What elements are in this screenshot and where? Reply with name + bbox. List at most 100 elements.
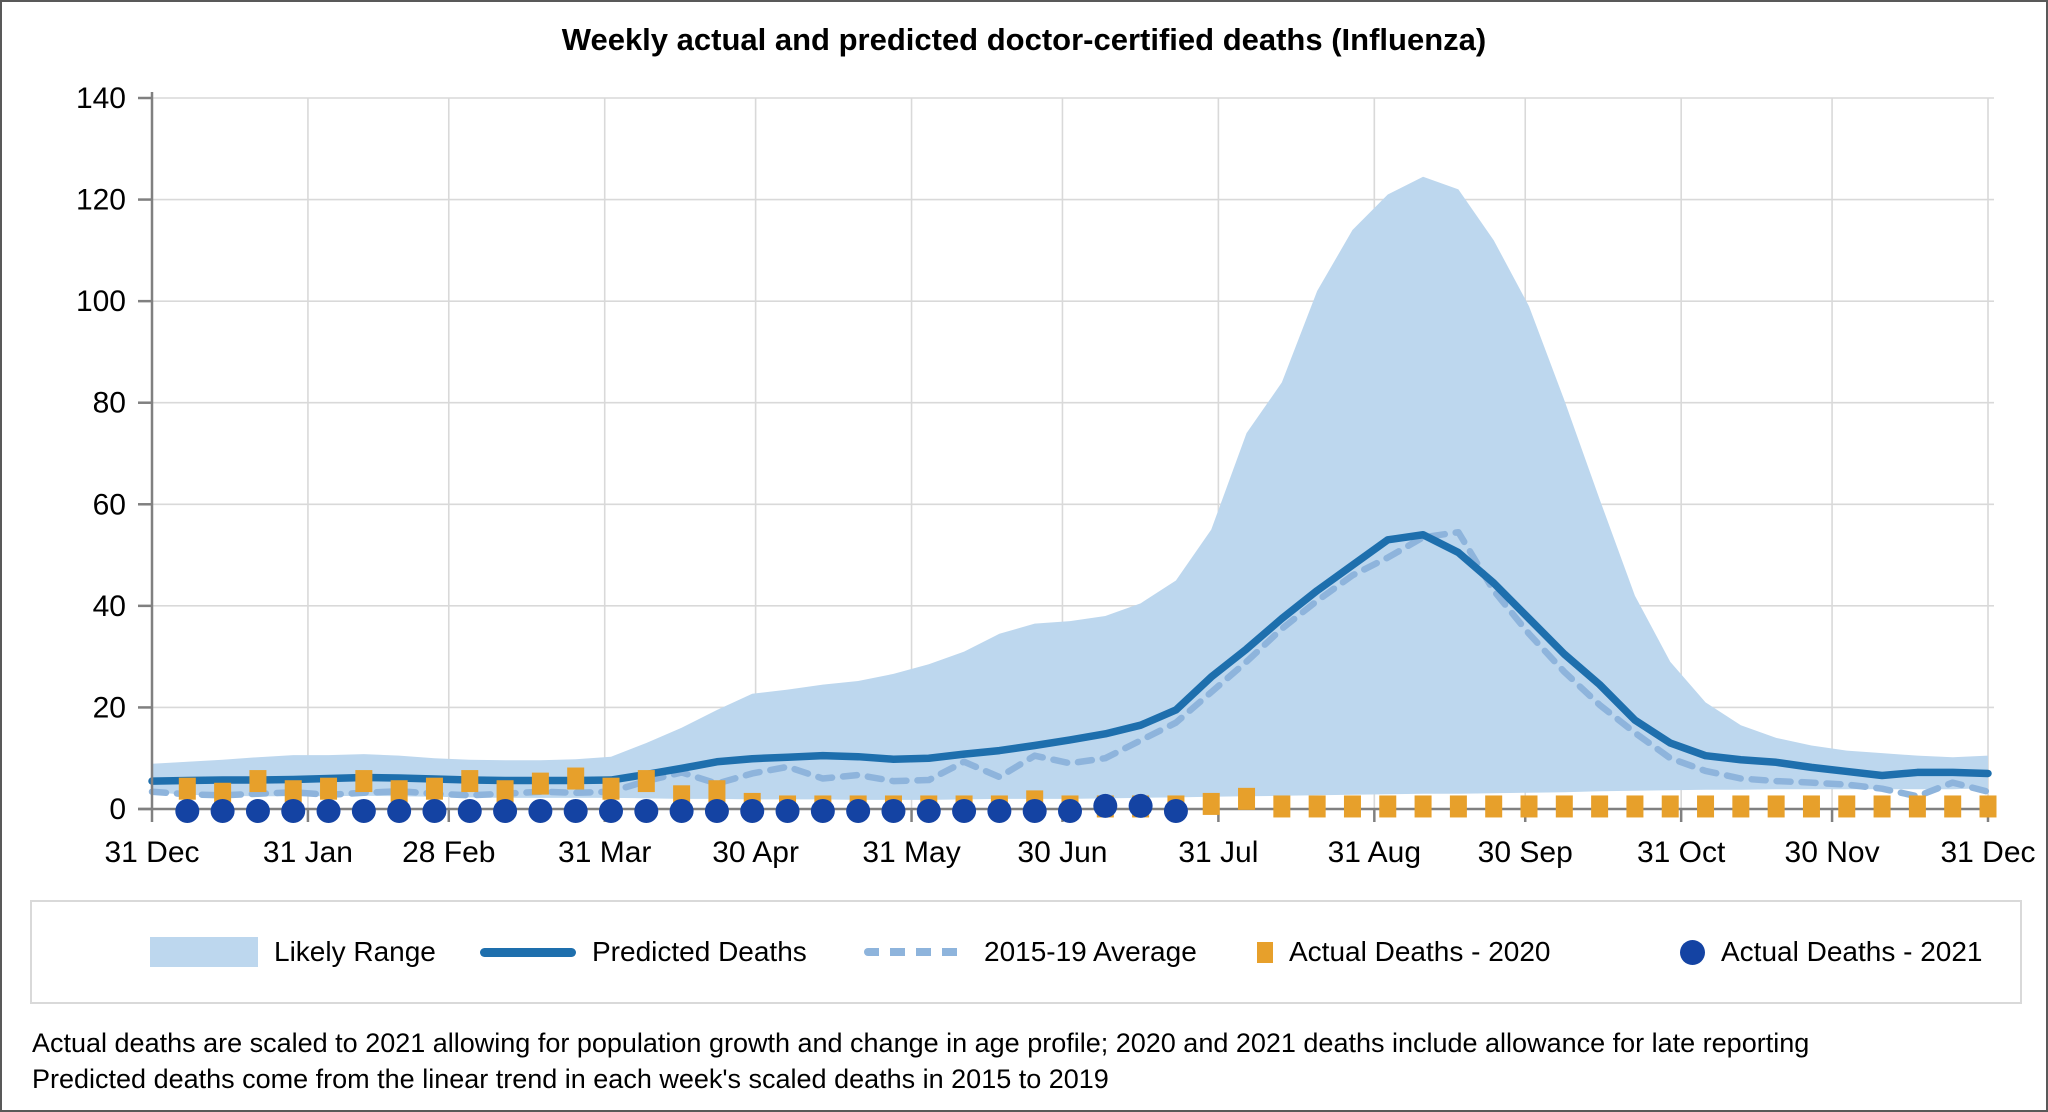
chart-title: Weekly actual and predicted doctor-certi…: [561, 22, 1487, 57]
actual-2020-point: [1626, 795, 1644, 818]
actual-2020-point: [531, 772, 549, 795]
actual-2020-point: [1238, 787, 1256, 810]
actual-2020-point: [567, 767, 585, 790]
actual-2020-point: [1379, 795, 1397, 818]
actual-2020-point: [1802, 795, 1820, 818]
actual-2021-point: [387, 799, 412, 823]
predicted-line-swatch-icon: [480, 947, 576, 957]
y-tick-label: 100: [76, 285, 126, 318]
actual-2021-point: [952, 799, 977, 823]
actual-2020-point: [1555, 795, 1573, 818]
actual-2021-point: [704, 799, 729, 823]
y-axis-labels: 0 20 40 60 80 100 120 140: [76, 82, 126, 826]
actual-2020-point: [249, 770, 267, 793]
actual-2020-point: [1697, 795, 1715, 818]
actual-2021-point: [846, 799, 871, 823]
x-axis-labels: 31 Dec 31 Jan 28 Feb 31 Mar 30 Apr 31 May 30 J…: [104, 836, 2035, 869]
x-tick-label: 31 Aug: [1328, 836, 1421, 869]
average-2015-19-line: [148, 528, 1992, 800]
actual-2021-point: [528, 799, 553, 823]
actual-2020-point: [1273, 795, 1291, 818]
actual-2021-point: [987, 799, 1012, 823]
legend-label: Likely Range: [274, 936, 436, 967]
actual-2020-point: [1873, 795, 1891, 818]
y-tick-label: 80: [93, 387, 126, 420]
actual-2021-point: [1093, 793, 1118, 818]
actual-2020-point: [708, 780, 726, 803]
actual-2021-point: [740, 799, 765, 823]
legend-item-actual-2021: Actual Deaths - 2021: [1680, 936, 1983, 968]
x-tick-label: 31 May: [862, 836, 960, 869]
likely-range-band: [152, 176, 1988, 800]
actual-2020-point: [214, 782, 232, 805]
actual-2021-point: [810, 799, 835, 823]
x-tick-label: 31 Mar: [558, 836, 651, 869]
actual-2020-point: [1591, 795, 1609, 818]
y-tick-label: 120: [76, 184, 126, 217]
legend-label: 2015-19 Average: [984, 936, 1197, 967]
actual-2021-point: [1128, 793, 1153, 818]
actual-2020-point: [355, 770, 373, 793]
actual-2020-point: [284, 780, 302, 803]
legend-item-2015-19-average: 2015-19 Average: [864, 936, 1197, 968]
actual-2020-point: [602, 777, 620, 800]
x-tick-label: 30 Apr: [712, 836, 799, 869]
actual-2020-point: [1308, 795, 1326, 818]
x-tick-label: 31 Jan: [263, 836, 353, 869]
actual-2021-point: [1163, 799, 1188, 823]
actual-2021-point: [916, 799, 941, 823]
actual-2021-circle-icon: [1680, 939, 1705, 965]
x-tick-label: 30 Sep: [1478, 836, 1573, 869]
actual-2021-point: [669, 799, 694, 823]
actual-2021-point: [422, 799, 447, 823]
x-tick-label: 30 Jun: [1017, 836, 1107, 869]
actual-2021-point: [775, 799, 800, 823]
actual-2021-point: [245, 799, 270, 823]
footnote-line-1: Actual deaths are scaled to 2021 allowin…: [32, 1028, 1810, 1058]
actual-2020-point: [496, 780, 514, 803]
actual-2020-point: [637, 770, 655, 793]
legend-item-likely-range: Likely Range: [150, 936, 436, 968]
actual-2021-point: [493, 799, 518, 823]
actual-2020-point: [320, 777, 338, 800]
y-tick-label: 40: [93, 590, 126, 623]
actual-2020-point: [1414, 795, 1432, 818]
predicted-deaths-line: [148, 531, 1992, 785]
x-tick-label: 31 Jul: [1178, 836, 1258, 869]
actual-2021-point: [175, 799, 200, 823]
legend-item-predicted-deaths: Predicted Deaths: [480, 936, 807, 968]
actual-2020-point: [1485, 795, 1503, 818]
y-tick-label: 20: [93, 691, 126, 724]
actual-2021-point: [881, 799, 906, 823]
actual-2020-point: [1202, 792, 1220, 815]
actual-2020-point: [1449, 795, 1467, 818]
x-tick-label: 31 Dec: [1940, 836, 2035, 869]
actual-2021-point: [563, 799, 588, 823]
x-tick-label: 31 Dec: [104, 836, 199, 869]
actual-2020-point: [390, 780, 408, 803]
actual-2020-point: [1661, 795, 1679, 818]
legend: Likely Range Predicted Deaths 2015-19 Av…: [30, 900, 2022, 1004]
chart-plot-area: 0 20 40 60 80 100 120 140 31 Dec 31 Jan 28 Feb 31 M…: [76, 82, 2036, 869]
actual-2020-point: [461, 770, 479, 793]
y-tick-label: 0: [109, 793, 126, 826]
actual-2020-point: [1343, 795, 1361, 818]
legend-item-actual-2020: Actual Deaths - 2020: [1257, 936, 1551, 968]
actual-2020-point: [1732, 795, 1750, 818]
actual-2021-point: [1022, 799, 1047, 823]
actual-2021-point: [457, 799, 482, 823]
actual-2020-point: [1838, 795, 1856, 818]
actual-2021-point: [351, 799, 376, 823]
actual-2021-point: [210, 799, 235, 823]
actual-2020-point: [425, 777, 443, 800]
x-tick-label: 30 Nov: [1785, 836, 1880, 869]
legend-label: Predicted Deaths: [592, 936, 807, 967]
actual-2021-point: [316, 799, 341, 823]
actual-2021-points: [175, 793, 1188, 823]
legend-label: Actual Deaths - 2021: [1721, 936, 1983, 967]
actual-2020-square-icon: [1257, 941, 1273, 963]
actual-2020-point: [178, 777, 196, 800]
actual-2020-point: [1944, 795, 1962, 818]
average-dashed-swatch-icon: [864, 948, 968, 956]
